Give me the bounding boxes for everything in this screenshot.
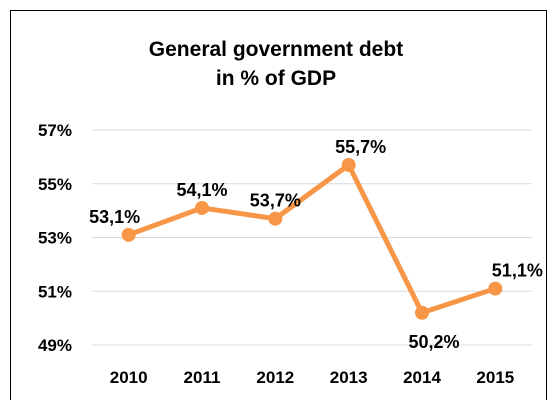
x-tick-label: 2013	[330, 368, 368, 387]
x-tick-label: 2015	[476, 368, 514, 387]
data-label-2014: 50,2%	[408, 332, 459, 352]
chart-title-line-1: General government debt	[148, 38, 404, 61]
data-label-2015: 51,1%	[492, 261, 543, 281]
data-point-2010	[121, 227, 136, 242]
data-label-2013: 55,7%	[335, 137, 386, 157]
y-tick-label: 49%	[38, 336, 72, 355]
data-point-2014	[415, 305, 429, 320]
data-label-2011: 54,1%	[176, 180, 227, 200]
chart-frame	[10, 10, 547, 400]
x-axis-ticks: 2010 2011 2012 2013 2014 2015	[110, 368, 514, 387]
y-tick-label: 53%	[38, 229, 72, 248]
data-label-2012: 53,7%	[250, 191, 301, 211]
data-label-2010: 53,1%	[89, 207, 140, 227]
x-tick-label: 2012	[256, 368, 294, 387]
y-tick-label: 55%	[38, 175, 72, 194]
data-point-2015	[488, 281, 503, 296]
data-point-2012	[268, 211, 283, 226]
y-axis-ticks: 49% 51% 53% 55% 57%	[38, 121, 72, 355]
data-points	[121, 157, 503, 320]
data-point-2013	[341, 157, 356, 172]
chart-title-line-2: in % of GDP	[215, 67, 337, 90]
x-tick-label: 2014	[403, 368, 441, 387]
gridlines	[92, 129, 532, 292]
x-tick-label: 2010	[110, 368, 148, 387]
data-point-2011	[195, 200, 209, 215]
y-tick-label: 57%	[38, 121, 72, 140]
y-tick-label: 51%	[38, 282, 72, 301]
x-tick-label: 2011	[184, 368, 221, 387]
series-line	[126, 162, 498, 316]
data-labels: 53,1% 54,1% 53,7% 55,7% 50,2% 51,1%	[89, 137, 543, 352]
